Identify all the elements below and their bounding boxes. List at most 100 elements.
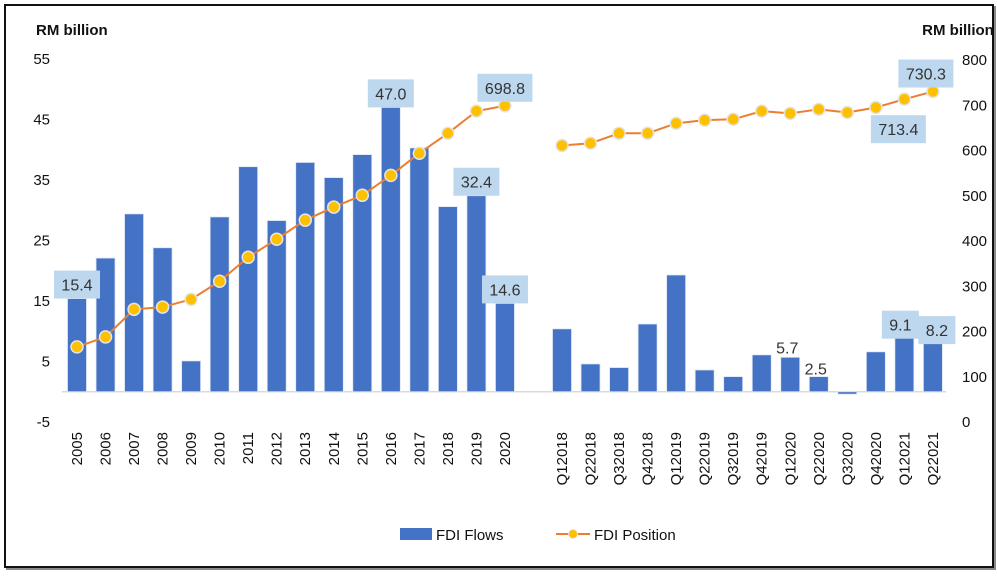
point-2012 [269,232,284,246]
point-2006 [98,330,113,344]
bar-2017 [409,147,430,393]
bar-Q42019 [751,354,772,393]
x-tick-2013: 2013 [297,432,314,465]
bar-2013 [295,162,316,393]
left-axis-tick: 5 [42,354,50,371]
x-tick-2009: 2009 [183,432,200,465]
legend: FDI Flows FDI Position [400,527,676,544]
data-label-2019-flows: 32.4 [461,175,492,192]
right-axis-tick: 100 [962,369,987,386]
bar-Q32019 [723,376,744,393]
x-tick-Q12019: Q12019 [668,432,685,485]
bar-2020 [495,303,515,393]
point-2009 [184,292,198,307]
x-tick-2011: 2011 [240,432,257,464]
x-tick-2005: 2005 [69,432,86,465]
point-Q32020 [840,105,855,120]
data-label-2020-flows: 14.6 [489,282,520,299]
data-label-box [870,115,926,144]
point-2015 [355,188,370,203]
point-Q22018 [583,136,598,151]
data-label-box [481,275,528,304]
left-axis-tick: 35 [33,172,50,189]
point-2018 [441,126,455,141]
point-2008 [155,300,170,314]
right-axis-tick: 500 [962,188,987,205]
bar-2008 [152,247,173,393]
left-axis-tick: 45 [33,112,50,129]
x-tick-2006: 2006 [98,432,115,465]
bar-Q12021 [894,336,915,393]
right-axis-ticks: 800 700 600 500 400 300 200 100 0 [962,52,987,431]
point-Q32018 [612,126,626,141]
data-label-box [367,79,414,108]
data-label-box [54,270,100,299]
x-tick-2018: 2018 [440,432,457,465]
data-label-Q22021-flows: 8.2 [926,323,948,340]
data-label-Q12021-flows: 9.1 [889,318,911,335]
right-axis-tick: 700 [962,97,987,114]
point-Q12018 [555,138,569,153]
point-2016 [384,168,398,183]
right-axis-tick: 300 [962,278,987,295]
x-tick-Q12018: Q12018 [554,432,571,485]
left-axis-title: RM billion [36,22,108,39]
data-label-Q12021-position: 713.4 [878,122,918,139]
x-tick-2015: 2015 [354,432,371,465]
point-2010 [212,274,227,289]
data-label-box [898,59,954,88]
left-axis-tick: 15 [33,293,50,310]
left-axis-tick: 55 [33,51,50,68]
bar-Q22020 [808,376,829,393]
bar-Q12018 [552,328,572,393]
bar-2015 [352,154,373,393]
right-axis-tick: 0 [962,414,970,431]
x-tick-Q12020: Q12020 [782,432,799,485]
x-tick-Q42019: Q42019 [754,432,771,485]
bar-Q42020 [865,351,886,393]
point-2005 [70,340,84,354]
bar-2011 [238,166,259,393]
right-axis-title: RM billion [922,22,994,39]
bar-Q12020 [780,356,801,393]
data-label-box [477,73,533,102]
data-label-box [453,167,500,196]
x-axis-ticks: 2005 2006 2007 2008 2009 2010 2011 2012 2013 2014… [69,432,942,485]
bar-Q22018 [580,363,601,393]
x-tick-Q32018: Q32018 [611,432,628,485]
right-axis-tick: 200 [962,324,987,341]
x-tick-2010: 2010 [212,432,229,465]
bar-Q22019 [694,369,715,393]
data-label-2016-flows: 47.0 [375,86,406,103]
legend-label-fdi-position: FDI Position [594,527,676,544]
point-Q12020 [783,106,797,121]
point-Q12019 [669,116,683,131]
data-label-Q22021-position: 730.3 [906,67,946,84]
point-2011 [241,250,255,265]
bar-2006 [95,257,116,393]
x-tick-2014: 2014 [326,432,343,465]
x-tick-2012: 2012 [269,432,286,465]
bar-Q32018 [609,367,629,393]
x-tick-Q22018: Q22018 [583,432,600,485]
point-2014 [327,200,341,214]
bar-2014 [323,177,344,393]
left-axis-tick: 25 [33,233,50,250]
data-label-box [918,316,956,345]
bar-2012 [266,220,287,393]
point-Q42019 [754,104,769,118]
bar-Q42018 [637,323,658,393]
point-Q42020 [869,100,883,115]
x-tick-2019: 2019 [468,432,485,465]
left-axis-tick: -5 [37,414,50,431]
point-Q32019 [726,112,740,127]
data-label-Q22020-flows: 2.5 [805,362,827,379]
point-Q22020 [812,102,826,117]
x-tick-2007: 2007 [126,432,143,465]
legend-swatch-fdi-position-marker [568,529,578,539]
x-tick-Q22019: Q22019 [697,432,714,485]
x-tick-2020: 2020 [497,432,514,465]
x-tick-Q22021: Q22021 [925,432,942,485]
x-tick-Q12021: Q12021 [896,432,913,485]
